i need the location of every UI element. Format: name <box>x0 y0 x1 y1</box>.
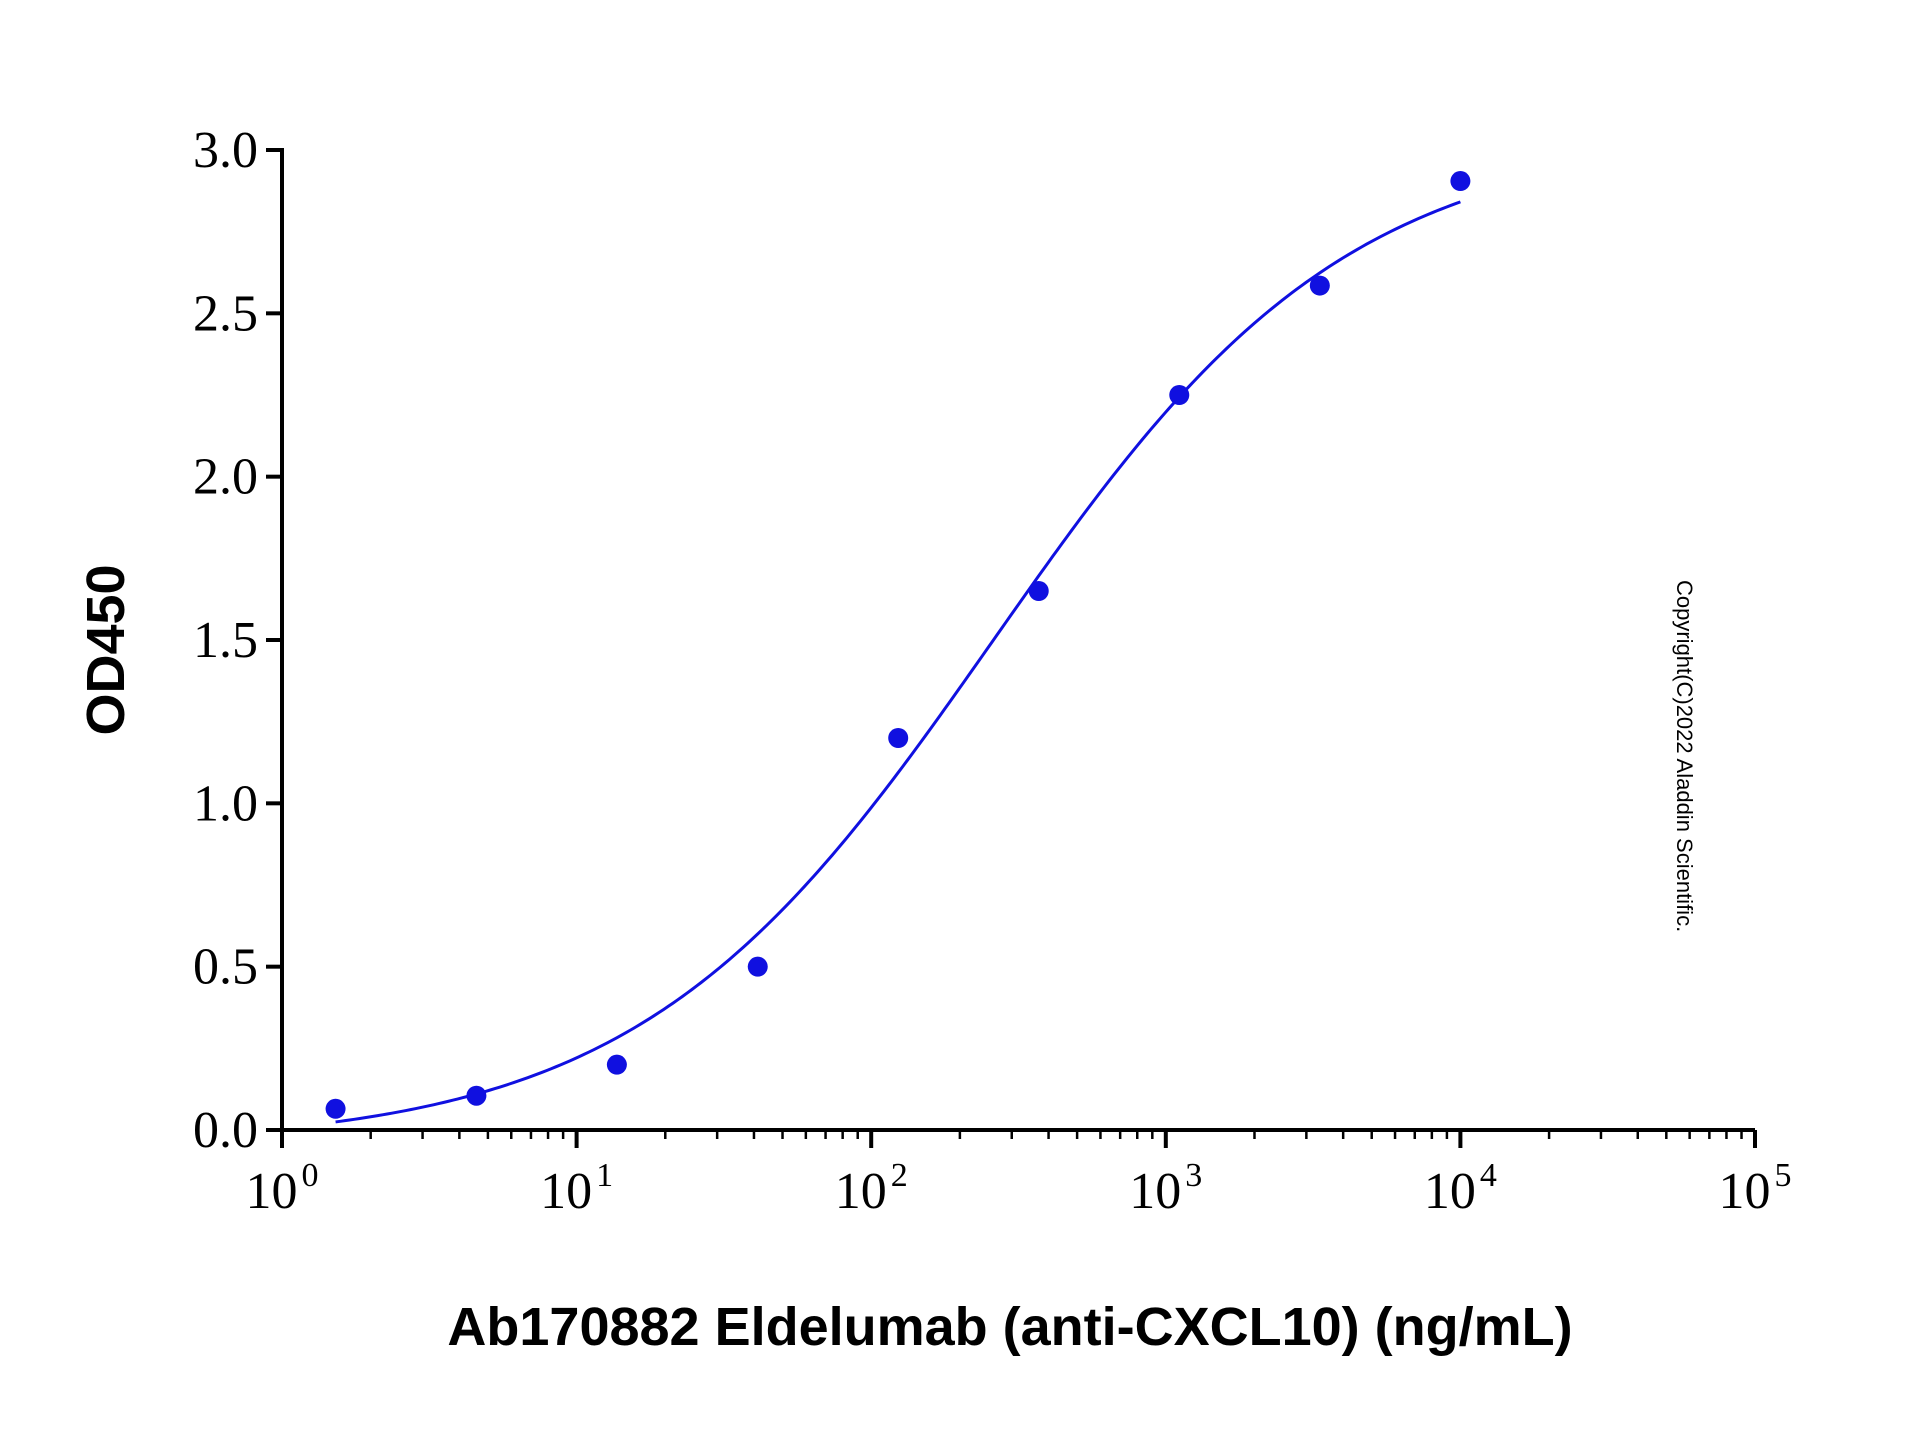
y-ticks: 0.0 0.5 1.0 1.5 2.0 2.5 3.0 <box>193 122 282 1159</box>
y-axis-title: OD450 <box>76 564 136 735</box>
x-tick-exponent: 5 <box>1775 1157 1792 1194</box>
x-tick-exponent: 2 <box>891 1157 908 1194</box>
data-point <box>606 1054 627 1075</box>
x-tick-exponent: 1 <box>596 1157 613 1194</box>
axes <box>280 148 1755 1132</box>
y-tick-label: 0.5 <box>193 939 258 996</box>
data-point <box>1450 171 1471 192</box>
data-point <box>1169 385 1190 405</box>
fit-curve <box>335 200 1461 1124</box>
data-point <box>466 1085 487 1106</box>
x-tick-base: 10 <box>540 1163 592 1220</box>
x-tick-base: 10 <box>1129 1163 1181 1220</box>
x-tick-exponent: 3 <box>1185 1157 1202 1194</box>
y-tick-label: 0.0 <box>193 1102 258 1159</box>
x-tick-label: 10 0 <box>246 1157 319 1220</box>
x-tick-label: 10 1 <box>540 1157 613 1220</box>
x-tick-label: 10 4 <box>1424 1157 1497 1220</box>
x-axis-title: Ab170882 Eldelumab (anti-CXCL10) (ng/mL) <box>447 1297 1572 1357</box>
x-tick-exponent: 0 <box>302 1157 319 1194</box>
x-tick-base: 10 <box>1424 1163 1476 1220</box>
data-point <box>1309 275 1330 296</box>
x-tick-base: 10 <box>835 1163 887 1220</box>
x-tick-label: 10 3 <box>1129 1157 1202 1220</box>
data-points <box>325 171 1471 1119</box>
y-tick-label: 2.0 <box>193 449 258 506</box>
x-tick-label: 10 5 <box>1719 1157 1792 1220</box>
y-tick-label: 2.5 <box>193 285 258 342</box>
data-point <box>747 956 768 977</box>
y-tick-label: 3.0 <box>193 122 258 179</box>
copyright-annotation: Copyright(C)2022 Aladdin Scientific. <box>1672 580 1697 932</box>
data-point <box>1028 581 1049 601</box>
x-tick-exponent: 4 <box>1480 1157 1497 1194</box>
y-tick-label: 1.0 <box>193 775 258 832</box>
x-tick-label: 10 2 <box>835 1157 908 1220</box>
y-tick-label: 1.5 <box>193 612 258 669</box>
x-ticks: 10 0 10 1 10 2 10 3 10 4 10 5 <box>246 1130 1792 1220</box>
x-tick-base: 10 <box>246 1163 298 1220</box>
data-point <box>325 1098 346 1119</box>
x-tick-base: 10 <box>1719 1163 1771 1220</box>
data-point <box>888 728 909 748</box>
